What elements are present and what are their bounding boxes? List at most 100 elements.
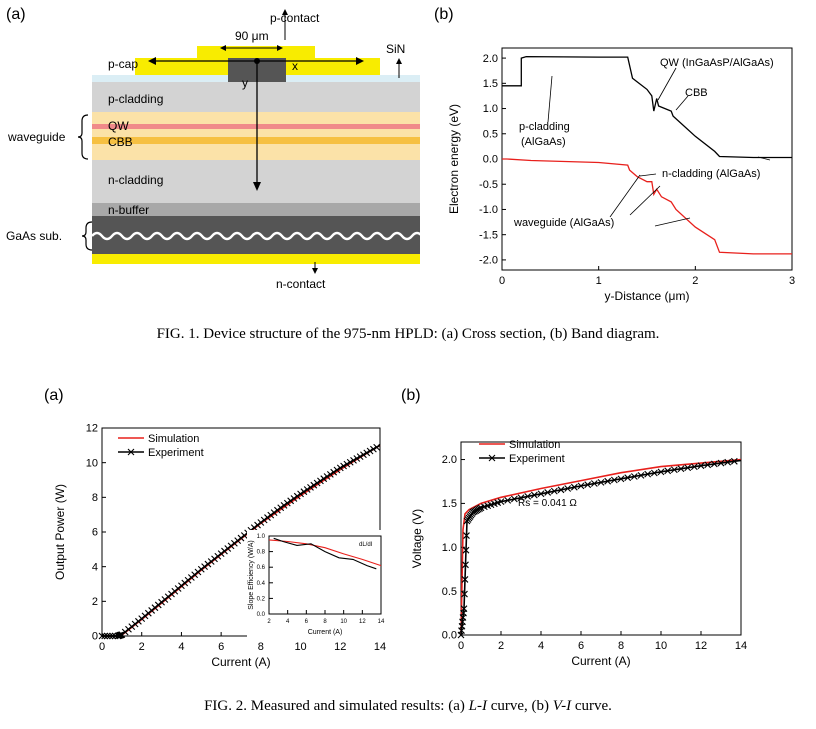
y-tick-label: 12 [86, 423, 98, 435]
experiment-marker [340, 462, 347, 470]
experiment-marker [710, 460, 718, 468]
experiment-marker [524, 493, 532, 500]
slope-efficiency-inset: 2 4 6 8 10 12 14 0.0 0.2 0.4 0.6 0.8 1.0 Current (A) S… [247, 530, 387, 640]
experiment-marker [270, 509, 278, 517]
x-tick-label: 12 [359, 619, 366, 625]
width-label: 90 μm [235, 29, 269, 43]
experiment-marker [264, 514, 271, 521]
experiment-marker [350, 456, 357, 464]
experiment-marker [517, 494, 525, 502]
experiment-marker [610, 476, 618, 484]
experiment-marker [320, 475, 328, 483]
x-tick-label: 6 [578, 640, 584, 652]
qw-label: QW [108, 119, 129, 133]
y-tick-label: 0.8 [257, 550, 266, 556]
cbb-label: CBB [108, 135, 133, 149]
experiment-marker [557, 486, 565, 494]
experiment-marker [363, 449, 371, 457]
y-tick-label: 0.6 [257, 565, 266, 571]
experiment-marker [617, 475, 625, 483]
cbb-layer [92, 137, 420, 144]
x-tick-label: 6 [305, 619, 309, 625]
x-tick-label: 10 [655, 640, 667, 652]
x-tick-label: 0 [458, 640, 464, 652]
experiment-marker [274, 506, 281, 514]
y-tick-label: 1.0 [257, 534, 266, 540]
fig2a-panel-label: (a) [44, 387, 64, 404]
plot-frame [460, 441, 742, 636]
experiment-marker [724, 458, 732, 466]
x-tick-label: 12 [334, 641, 346, 653]
experiment-marker [369, 445, 377, 453]
x-tick-label: 0 [99, 641, 105, 653]
series-line-ec [502, 55, 792, 159]
n-contact-layer [92, 254, 420, 264]
experiment-marker [730, 457, 738, 465]
experiment-marker [590, 480, 598, 487]
experiment-marker [257, 519, 265, 526]
qw-layer [92, 124, 420, 129]
experiment-marker [267, 511, 275, 519]
x-tick-label: 14 [374, 641, 386, 653]
fig1-caption: FIG. 1. Device structure of the 975-nm H… [156, 326, 660, 342]
y-tick-label: 1.5 [483, 78, 498, 90]
x-tick-label: 10 [294, 641, 306, 653]
experiment-marker [313, 479, 321, 487]
y-tick-label: 0.4 [257, 581, 266, 587]
p-contact-label: p-contact [270, 11, 320, 25]
p-cladding-material-annotation: (AlGaAs) [521, 136, 566, 148]
x-tick-label: 10 [340, 619, 347, 625]
experiment-marker [98, 632, 106, 640]
experiment-marker [564, 485, 572, 492]
experiment-marker [510, 495, 518, 503]
x-tick-label: 2 [267, 619, 271, 625]
origin-dot [254, 58, 260, 64]
experiment-marker [330, 468, 338, 476]
legend-label: Simulation [509, 439, 560, 451]
x-tick-label: 3 [789, 275, 795, 287]
y-tick-label: 6 [92, 527, 98, 539]
p-cladding-layer [92, 82, 420, 112]
experiment-marker [353, 455, 361, 462]
gaas-sub-label: GaAs sub. [6, 229, 63, 243]
x-tick-label: 4 [538, 640, 544, 652]
experiment-marker [366, 447, 374, 455]
experiment-marker [260, 516, 268, 524]
experiment-marker [650, 469, 658, 477]
y-tick-label: 1.5 [442, 498, 457, 510]
n-contact-label: n-contact [276, 277, 326, 291]
experiment-marker [570, 483, 578, 491]
experiment-marker [704, 461, 712, 469]
experiment-marker [336, 464, 344, 472]
series-line-ev [502, 158, 792, 255]
legend-label: Experiment [509, 453, 565, 465]
experiment-marker [323, 473, 331, 480]
series-line-simulation [268, 539, 382, 567]
legend-label: Experiment [148, 447, 204, 459]
y-tick-label: -1.0 [479, 204, 498, 216]
y-tick-label: 8 [92, 492, 98, 504]
experiment-marker [461, 590, 468, 598]
experiment-marker [677, 465, 685, 473]
experiment-marker [356, 453, 364, 460]
rs-annotation: Rs = 0.041 Ω [518, 498, 577, 509]
experiment-marker [717, 459, 725, 467]
y-tick-label: 4 [92, 561, 98, 573]
experiment-markers [457, 457, 738, 639]
experiment-marker [290, 495, 298, 502]
legend-marker [127, 448, 135, 456]
p-contact-metal [197, 46, 315, 58]
x-tick-label: 2 [498, 640, 504, 652]
sin-label: SiN [386, 42, 406, 56]
y-tick-label: -2.0 [479, 255, 498, 267]
x-tick-label: 2 [139, 641, 145, 653]
waveguide-annotation: waveguide (AlGaAs) [514, 217, 615, 229]
waveguide-label: waveguide [8, 130, 66, 144]
x-tick-label: 8 [258, 641, 264, 653]
waveguide-layer [92, 112, 420, 160]
fig2-caption-suffix: curve. [571, 698, 612, 714]
fig2-caption-vi: V-I [552, 698, 572, 714]
experiment-marker [584, 481, 592, 489]
x-axis-label: Current (A) [308, 629, 343, 636]
experiment-marker [684, 464, 692, 472]
